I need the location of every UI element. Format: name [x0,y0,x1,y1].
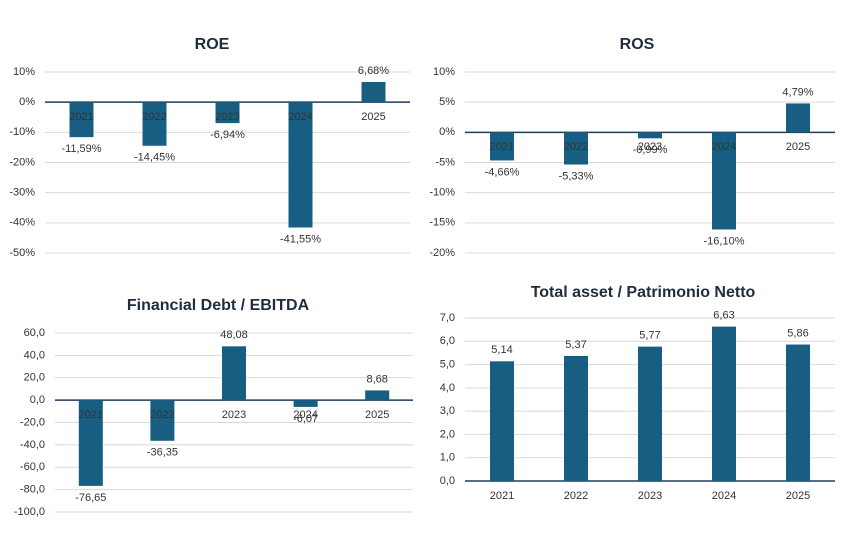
value-label: 5,77 [639,330,660,342]
x-tick-label: 2024 [712,490,736,502]
chart-title: Financial Debt / EBITDA [127,297,310,314]
x-tick-label: 2023 [638,141,662,153]
y-tick-label: 10% [433,66,455,78]
y-tick-label: -60,0 [20,461,45,473]
bar [712,132,736,230]
value-label: -6,94% [210,129,245,141]
bar [361,82,386,103]
x-tick-label: 2021 [490,141,514,153]
chart-title: ROE [195,36,230,53]
bar [564,355,588,481]
value-label: 6,63 [713,310,734,322]
bar [638,132,662,139]
y-tick-label: 0% [439,126,455,138]
x-tick-label: 2025 [365,409,389,421]
y-tick-label: -20% [429,247,455,259]
x-tick-label: 2025 [786,490,810,502]
bar [638,346,662,481]
x-tick-label: 2021 [490,490,514,502]
y-tick-label: -5% [435,156,455,168]
x-tick-label: 2023 [638,490,662,502]
value-label: -36,35 [147,447,178,459]
value-label: -0,99% [633,144,668,156]
y-tick-label: -40,0 [20,439,45,451]
y-tick-label: 2,0 [440,428,455,440]
chart-title: ROS [620,36,655,53]
y-tick-label: 5% [439,96,455,108]
chart-title: Total asset / Patrimonio Netto [531,284,756,301]
x-tick-label: 2024 [712,141,736,153]
x-tick-label: 2024 [293,409,317,421]
bar [142,102,167,146]
y-tick-label: 3,0 [440,405,455,417]
value-label: -76,65 [75,492,106,504]
bar [215,102,240,124]
x-tick-label: 2023 [215,111,239,123]
y-tick-label: -15% [429,217,455,229]
x-tick-label: 2022 [142,111,166,123]
bar [786,344,810,481]
y-tick-label: 6,0 [440,335,455,347]
value-label: -6,07 [293,413,318,425]
y-tick-label: 40,0 [24,349,45,361]
value-label: -41,55% [280,233,321,245]
x-tick-label: 2022 [564,141,588,153]
value-label: 5,14 [491,344,512,356]
x-tick-label: 2025 [361,111,385,123]
bar [490,132,514,161]
value-label: 4,79% [782,86,813,98]
bar [293,400,318,407]
bar [786,103,810,133]
x-tick-label: 2021 [69,111,93,123]
bar [712,326,736,481]
value-label: 5,37 [565,339,586,351]
value-label: -5,33% [559,170,594,182]
x-tick-label: 2022 [564,490,588,502]
bar [288,102,313,228]
bar [78,400,103,486]
value-label: 8,68 [366,373,387,385]
bar [69,102,94,138]
bar [365,390,390,401]
y-tick-label: -80,0 [20,484,45,496]
y-tick-label: 20,0 [24,372,45,384]
value-label: 48,08 [220,329,248,341]
y-tick-label: 0% [19,96,35,108]
x-tick-label: 2023 [222,409,246,421]
x-tick-label: 2024 [288,111,312,123]
value-label: -16,10% [704,235,745,247]
x-tick-label: 2025 [786,141,810,153]
value-label: -4,66% [485,166,520,178]
bar [564,132,588,165]
y-tick-label: -20,0 [20,416,45,428]
y-tick-label: 1,0 [440,452,455,464]
y-tick-label: -20% [9,156,35,168]
bar [222,346,246,401]
y-tick-label: 5,0 [440,358,455,370]
y-tick-label: -100,0 [14,506,45,518]
y-tick-label: 7,0 [440,312,455,324]
value-label: 5,86 [787,327,808,339]
y-tick-label: -50% [9,247,35,259]
x-tick-label: 2021 [79,409,103,421]
y-tick-label: 0,0 [440,475,455,487]
y-tick-label: -40% [9,217,35,229]
y-tick-label: -10% [9,126,35,138]
y-tick-label: -30% [9,187,35,199]
x-tick-label: 2022 [150,409,174,421]
y-tick-label: 0,0 [30,394,45,406]
y-tick-label: 10% [13,66,35,78]
y-tick-label: -10% [429,187,455,199]
bar [150,400,175,441]
bar [490,361,514,481]
y-tick-label: 4,0 [440,382,455,394]
value-label: -14,45% [134,152,175,164]
value-label: -11,59% [61,143,101,155]
y-tick-label: 60,0 [24,327,45,339]
value-label: 6,68% [358,65,389,77]
